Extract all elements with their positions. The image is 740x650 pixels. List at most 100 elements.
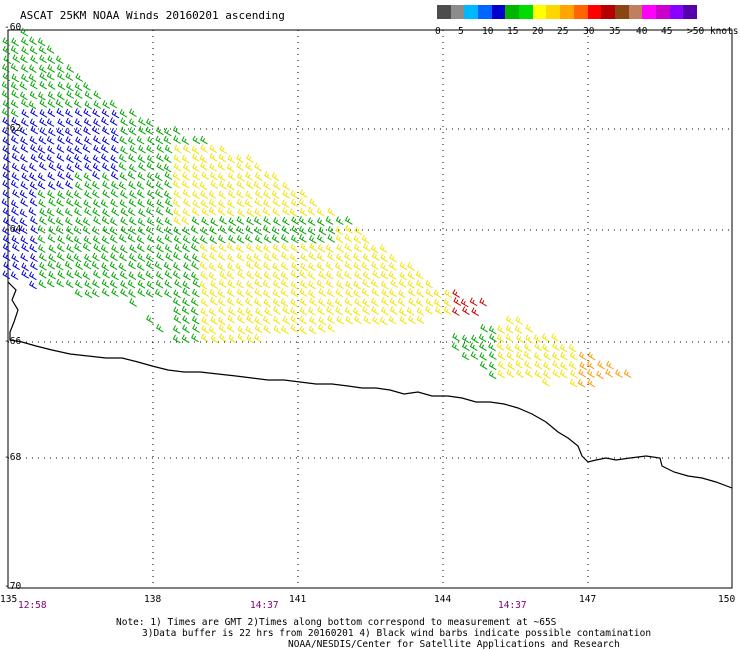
wind-barb bbox=[263, 190, 271, 199]
pass-time: 12:58 bbox=[18, 600, 47, 611]
wind-barb bbox=[362, 306, 370, 315]
wind-barb bbox=[389, 306, 398, 315]
wind-barb bbox=[75, 136, 83, 146]
wind-barb bbox=[208, 190, 217, 199]
wind-barb bbox=[137, 271, 146, 281]
wind-barb bbox=[84, 181, 93, 190]
wind-barb bbox=[37, 224, 46, 234]
wind-barb bbox=[47, 171, 56, 181]
wind-barb bbox=[11, 242, 20, 252]
wind-barb bbox=[74, 199, 82, 209]
wind-barb bbox=[164, 244, 173, 253]
wind-barb bbox=[2, 136, 11, 146]
wind-barb bbox=[11, 162, 20, 172]
wind-barb bbox=[102, 225, 110, 235]
wind-barb bbox=[569, 378, 578, 388]
wind-barb bbox=[2, 45, 11, 55]
wind-barb bbox=[65, 171, 74, 181]
wind-barb bbox=[289, 208, 298, 217]
wind-barb bbox=[208, 271, 217, 281]
wind-barb bbox=[65, 72, 74, 82]
wind-barb bbox=[316, 234, 325, 243]
wind-barb bbox=[127, 207, 136, 217]
wind-barb bbox=[191, 145, 200, 155]
wind-barb bbox=[84, 253, 92, 263]
wind-barb bbox=[380, 253, 389, 263]
wind-barb bbox=[92, 162, 101, 172]
wind-barb bbox=[245, 180, 254, 190]
wind-barb bbox=[236, 189, 244, 199]
wind-barb bbox=[2, 171, 11, 181]
wind-barb bbox=[155, 189, 163, 198]
wind-barb bbox=[155, 206, 164, 216]
wind-barb bbox=[452, 307, 460, 316]
wind-barb bbox=[236, 216, 245, 225]
wind-barb bbox=[578, 368, 587, 378]
wind-barb bbox=[209, 288, 218, 298]
wind-barb bbox=[38, 64, 47, 74]
wind-barb bbox=[19, 208, 28, 218]
wind-barb bbox=[245, 162, 253, 172]
wind-barb bbox=[309, 198, 318, 207]
wind-barb bbox=[147, 189, 155, 199]
wind-barb bbox=[145, 207, 154, 216]
wind-barb bbox=[226, 207, 235, 217]
wind-barb bbox=[65, 82, 74, 92]
wind-barb bbox=[2, 37, 11, 46]
wind-barb bbox=[488, 342, 496, 352]
wind-barb bbox=[263, 252, 272, 262]
wind-barb bbox=[326, 288, 335, 298]
wind-barb bbox=[47, 99, 56, 108]
wind-barb bbox=[191, 288, 200, 298]
legend-swatch bbox=[683, 5, 698, 19]
wind-barb bbox=[497, 325, 505, 334]
wind-barb bbox=[129, 244, 137, 254]
wind-barb bbox=[92, 199, 101, 208]
wind-barb bbox=[389, 297, 398, 307]
wind-barb bbox=[299, 234, 307, 243]
wind-barb bbox=[263, 181, 271, 190]
wind-barb bbox=[389, 261, 397, 271]
wind-barb bbox=[74, 181, 83, 191]
wind-barb bbox=[570, 369, 578, 379]
wind-barb bbox=[28, 207, 37, 216]
wind-barb bbox=[217, 262, 226, 272]
wind-barb bbox=[30, 215, 38, 225]
wind-barb bbox=[344, 270, 352, 280]
wind-barb bbox=[533, 352, 542, 361]
wind-barb bbox=[335, 288, 344, 298]
wind-barb bbox=[515, 351, 524, 361]
wind-barb bbox=[92, 207, 101, 217]
wind-barb bbox=[55, 225, 64, 235]
wind-barb bbox=[280, 278, 289, 288]
wind-barb bbox=[146, 260, 154, 270]
wind-barb bbox=[21, 269, 29, 279]
wind-barb bbox=[353, 261, 362, 271]
wind-barb bbox=[146, 144, 154, 154]
wind-barb bbox=[471, 307, 480, 317]
wind-barb bbox=[327, 234, 336, 243]
wind-barb bbox=[156, 235, 165, 245]
wind-barb bbox=[28, 271, 37, 281]
wind-barb bbox=[272, 306, 281, 315]
wind-barb bbox=[218, 243, 227, 252]
wind-barb bbox=[74, 118, 83, 127]
wind-barb bbox=[568, 343, 577, 353]
wind-barb bbox=[11, 235, 20, 245]
wind-barb bbox=[110, 180, 119, 190]
wind-barb bbox=[146, 244, 155, 254]
wind-barb bbox=[120, 190, 128, 199]
wind-barb bbox=[30, 153, 39, 163]
wind-barb bbox=[111, 244, 119, 254]
wind-barb bbox=[136, 180, 145, 190]
wind-barb bbox=[290, 324, 299, 333]
wind-barb bbox=[327, 207, 336, 217]
wind-barb bbox=[146, 161, 155, 171]
wind-barb bbox=[226, 323, 235, 333]
wind-barb bbox=[210, 316, 219, 326]
wind-barb bbox=[236, 244, 244, 253]
legend-label: 5 bbox=[458, 26, 464, 37]
wind-barb bbox=[128, 253, 137, 262]
wind-barb bbox=[236, 234, 245, 244]
wind-barb bbox=[254, 333, 262, 343]
